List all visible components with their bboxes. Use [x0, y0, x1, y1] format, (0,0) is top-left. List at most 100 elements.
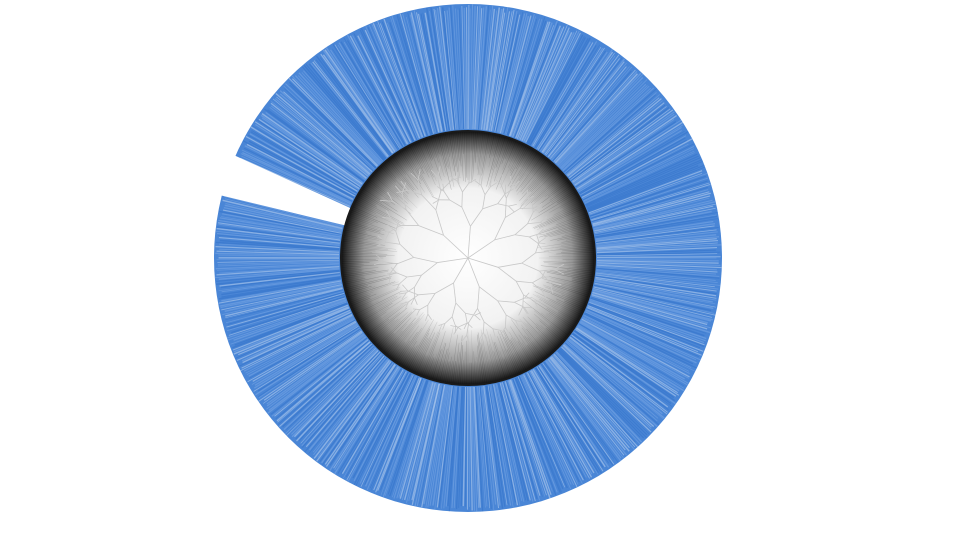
ring-streak [569, 337, 668, 415]
disc-streak [390, 313, 425, 358]
ring-streak [565, 341, 658, 422]
disc-streak [521, 324, 547, 357]
ring-streak [325, 47, 397, 152]
ring-streak [219, 271, 340, 287]
disc-streak [504, 139, 513, 160]
ring-streak [557, 77, 644, 166]
ring-streak [337, 368, 402, 474]
disc-streak [427, 357, 435, 378]
tree-branch [531, 203, 534, 213]
ring-streak [422, 12, 445, 132]
ring-streak [364, 375, 416, 487]
tree-branch [482, 194, 486, 209]
ring-streak [528, 371, 587, 478]
ring-streak [494, 14, 521, 132]
ring-streak [455, 8, 462, 130]
ring-streak [346, 34, 408, 145]
ring-streak [312, 61, 389, 158]
ring-streak [524, 373, 580, 483]
ring-streak [544, 361, 619, 463]
ring-streak [366, 376, 418, 490]
tree-branch [524, 292, 530, 299]
tree-branch [521, 252, 536, 264]
ring-streak [398, 381, 433, 498]
ring-streak [272, 98, 369, 177]
ring-streak [592, 192, 711, 226]
disc-streak [345, 280, 368, 287]
tree-branch [404, 301, 409, 310]
ring-streak [596, 247, 717, 254]
ring-streak [305, 355, 385, 448]
ring-streak [594, 211, 718, 236]
disc-streak [553, 201, 581, 216]
tree-branch [392, 283, 400, 287]
disc-streak [434, 342, 445, 380]
disc-streak [396, 153, 409, 172]
tree-branch [417, 169, 421, 181]
ring-streak [596, 266, 720, 277]
disc-streak [549, 183, 571, 199]
disc-streak [509, 149, 533, 188]
disc-streak [543, 262, 594, 266]
tree-branch [523, 307, 529, 315]
ring-streak [584, 150, 695, 204]
disc-streak [399, 151, 421, 185]
ring-streak [266, 333, 365, 407]
ring-streak [550, 356, 630, 452]
ring-streak [407, 12, 438, 133]
disc-streak [470, 330, 474, 384]
ring-streak [593, 288, 713, 318]
ring-streak [543, 362, 615, 460]
ring-streak [218, 268, 340, 281]
tree-branch [504, 198, 507, 218]
ring-streak [561, 345, 652, 430]
ring-streak [425, 385, 447, 508]
disc-streak [356, 198, 404, 224]
ring-streak [572, 333, 673, 407]
ring-streak [243, 315, 354, 372]
tree-branch [538, 233, 546, 236]
disc-streak [541, 215, 587, 232]
ring-streak [488, 385, 509, 505]
ring-streak [573, 330, 676, 402]
tree-branch [395, 283, 400, 291]
tree-branch [387, 191, 393, 202]
disc-streak [502, 330, 523, 372]
tree-branch [373, 261, 384, 266]
disc-streak [447, 356, 452, 383]
ring-streak [347, 40, 407, 146]
ring-streak [430, 7, 450, 131]
disc-streak [509, 332, 530, 369]
disc-streak [526, 323, 553, 352]
ring-streak [579, 321, 689, 384]
tree-branch [396, 189, 408, 194]
disc-streak [531, 299, 574, 328]
ring-streak [241, 155, 351, 206]
disc-streak [437, 354, 445, 381]
ring-streak [353, 32, 410, 144]
ring-streak [476, 6, 487, 130]
ring-streak [225, 287, 343, 317]
ring-streak [337, 44, 402, 149]
disc-streak [518, 150, 535, 176]
disc-streak [491, 136, 502, 171]
disc-streak [401, 340, 417, 366]
ring-streak [499, 15, 532, 134]
tree-branch [410, 297, 415, 305]
ring-streak [584, 152, 695, 204]
ring-streak [324, 49, 396, 153]
ring-streak [564, 342, 660, 426]
ring-streak [546, 359, 624, 459]
ring-streak [429, 385, 449, 506]
ring-streak [588, 170, 703, 214]
disc-streak [413, 144, 430, 178]
ring-streak [245, 316, 354, 374]
ring-streak [563, 344, 655, 427]
ring-streak [562, 345, 652, 428]
tree-branch [431, 195, 440, 201]
disc-streak [548, 276, 591, 287]
ring-streak [589, 300, 705, 344]
ring-streak [592, 191, 710, 225]
ring-streak [483, 385, 501, 506]
ring-streak [414, 384, 442, 507]
